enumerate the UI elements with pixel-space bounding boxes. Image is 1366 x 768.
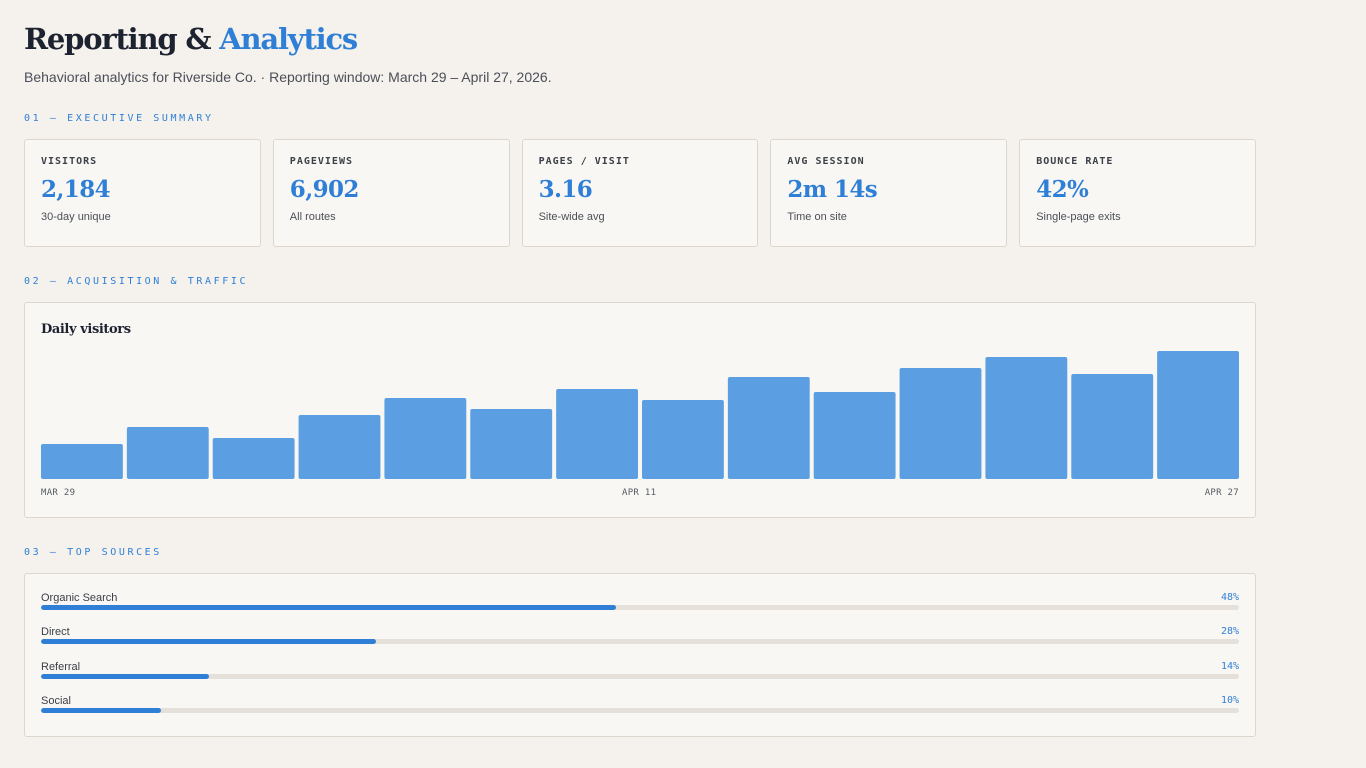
source-name: Social bbox=[41, 695, 71, 707]
kpi-note: 30-day unique bbox=[41, 211, 111, 223]
chart-bar bbox=[384, 398, 467, 479]
source-percent: 48% bbox=[1220, 592, 1239, 603]
source-bar-fill bbox=[41, 674, 209, 679]
source-bar-fill bbox=[41, 605, 617, 610]
kpi-card-avg-session: AVG SESSION 2m 14s Time on site bbox=[770, 139, 1008, 247]
chart-bar bbox=[556, 389, 638, 479]
source-row-direct: Direct 28% bbox=[41, 626, 1239, 652]
kpi-label: PAGES / VISIT bbox=[538, 156, 630, 167]
chart-bar bbox=[41, 444, 123, 479]
source-bar-track bbox=[41, 639, 1239, 644]
chart-bar bbox=[899, 368, 982, 479]
chart-bar bbox=[470, 409, 553, 479]
page-title: Reporting & Analytics bbox=[24, 22, 358, 56]
source-row-referral: Referral 14% bbox=[41, 661, 1239, 687]
page-subtitle: Behavioral analytics for Riverside Co. ·… bbox=[24, 69, 552, 85]
section-label-sources: 03 — TOP SOURCES bbox=[24, 547, 162, 558]
kpi-note: Time on site bbox=[787, 211, 847, 223]
kpi-value: 6,902 bbox=[289, 176, 360, 203]
kpi-card-pages-per-visit: PAGES / VISIT 3.16 Site-wide avg bbox=[521, 139, 759, 247]
chart-bar bbox=[642, 400, 724, 479]
source-bar-track bbox=[41, 605, 1239, 610]
chart-bar bbox=[298, 415, 381, 479]
chart-bar bbox=[1071, 374, 1154, 479]
top-sources-panel: Organic Search 48% Direct 28% Referral 1… bbox=[24, 573, 1256, 737]
kpi-label: BOUNCE RATE bbox=[1036, 156, 1114, 167]
chart-bar bbox=[727, 377, 810, 479]
source-bar-fill bbox=[41, 639, 377, 644]
chart-title: Daily visitors bbox=[41, 322, 131, 337]
x-tick-label-mid: APR 11 bbox=[622, 488, 657, 498]
source-percent: 10% bbox=[1220, 695, 1239, 706]
section-label-acquisition: 02 — ACQUISITION & TRAFFIC bbox=[24, 276, 249, 287]
kpi-card-bounce-rate: BOUNCE RATE 42% Single-page exits bbox=[1019, 139, 1256, 247]
source-percent: 14% bbox=[1220, 661, 1239, 672]
kpi-value: 3.16 bbox=[538, 176, 593, 203]
source-row-organic-search: Organic Search 48% bbox=[41, 592, 1239, 618]
source-percent: 28% bbox=[1220, 626, 1239, 637]
kpi-note: Site-wide avg bbox=[538, 211, 605, 223]
source-name: Direct bbox=[41, 626, 70, 638]
source-bar-track bbox=[41, 708, 1239, 713]
kpi-label: PAGEVIEWS bbox=[289, 156, 353, 167]
kpi-row: VISITORS 2,184 30-day unique PAGEVIEWS 6… bbox=[24, 139, 1256, 247]
chart-bar bbox=[1157, 351, 1239, 479]
daily-visitors-chart-panel: Daily visitors MAR 29 APR 11 APR 27 bbox=[24, 302, 1256, 518]
kpi-card-pageviews: PAGEVIEWS 6,902 All routes bbox=[272, 139, 510, 247]
source-name: Organic Search bbox=[41, 592, 118, 604]
daily-visitors-bar-chart bbox=[41, 351, 1239, 479]
chart-bar bbox=[985, 357, 1068, 479]
x-tick-label-end: APR 27 bbox=[1204, 488, 1239, 498]
kpi-label: VISITORS bbox=[41, 156, 98, 167]
kpi-value: 2m 14s bbox=[787, 176, 878, 203]
page-title-main: Reporting & bbox=[24, 22, 220, 56]
source-bar-track bbox=[41, 674, 1239, 679]
kpi-card-visitors: VISITORS 2,184 30-day unique bbox=[24, 139, 261, 247]
x-tick-label-start: MAR 29 bbox=[41, 488, 76, 498]
source-name: Referral bbox=[41, 661, 81, 673]
chart-bar bbox=[212, 438, 295, 479]
chart-bar bbox=[126, 427, 209, 479]
kpi-label: AVG SESSION bbox=[787, 156, 865, 167]
chart-bar bbox=[813, 392, 896, 479]
source-bar-fill bbox=[41, 708, 161, 713]
kpi-value: 42% bbox=[1036, 176, 1089, 203]
page-title-accent: Analytics bbox=[219, 22, 358, 56]
kpi-value: 2,184 bbox=[41, 176, 111, 203]
kpi-note: Single-page exits bbox=[1036, 211, 1121, 223]
kpi-note: All routes bbox=[289, 211, 336, 223]
section-label-summary: 01 — EXECUTIVE SUMMARY bbox=[24, 113, 214, 124]
source-row-social: Social 10% bbox=[41, 695, 1239, 721]
